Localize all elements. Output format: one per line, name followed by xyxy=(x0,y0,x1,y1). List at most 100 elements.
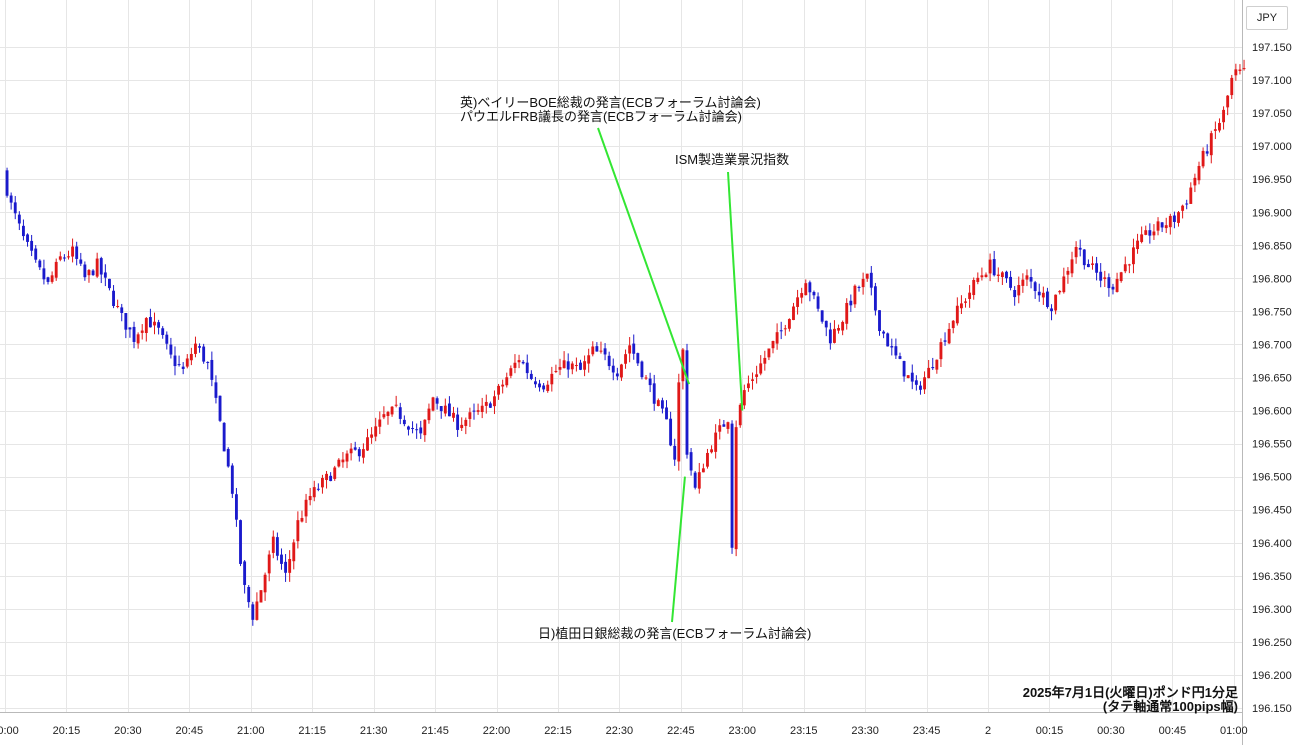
candle-up xyxy=(1213,129,1217,131)
annotation-label: ISM製造業景況指数 xyxy=(675,152,789,167)
candle-up xyxy=(1070,259,1074,274)
candle-up xyxy=(468,412,472,419)
candle-down xyxy=(542,385,546,390)
candle-down xyxy=(882,331,886,334)
candle-up xyxy=(349,448,353,454)
candle-down xyxy=(1029,277,1033,282)
candle-down xyxy=(1148,230,1152,236)
candle-up xyxy=(964,301,967,303)
candle-up xyxy=(783,328,787,330)
candle-down xyxy=(886,333,890,347)
candle-up xyxy=(587,355,591,364)
candle-up xyxy=(546,384,550,391)
candle-down xyxy=(177,364,181,366)
candle-up xyxy=(431,397,435,411)
candle-down xyxy=(275,537,279,556)
candle-up xyxy=(1062,276,1066,293)
candle-up xyxy=(50,275,54,282)
y-tick-label: 196.200 xyxy=(1252,670,1292,682)
candle-down xyxy=(165,334,169,344)
candle-down xyxy=(1086,263,1090,268)
candle-down xyxy=(914,380,918,385)
candle-up xyxy=(58,256,62,260)
candle-down xyxy=(820,310,824,322)
candle-up xyxy=(599,350,603,352)
candle-down xyxy=(611,365,615,373)
x-tick-label: 23:30 xyxy=(851,725,879,737)
candle-down xyxy=(79,259,83,264)
candle-down xyxy=(640,361,644,378)
candle-up xyxy=(312,487,316,498)
y-tick-label: 196.550 xyxy=(1252,439,1292,451)
y-tick-label: 196.800 xyxy=(1252,273,1292,285)
candle-up xyxy=(460,424,464,429)
candle-down xyxy=(816,296,820,309)
candle-down xyxy=(685,350,689,455)
candle-up xyxy=(337,459,341,467)
candle-up xyxy=(1136,240,1139,250)
candle-down xyxy=(534,381,537,385)
candle-down xyxy=(890,346,894,348)
candle-up xyxy=(370,434,374,438)
candle-down xyxy=(239,520,242,564)
candle-up xyxy=(1209,133,1213,156)
candle-up xyxy=(1189,187,1193,204)
candle-up xyxy=(853,285,857,305)
candle-up xyxy=(300,517,304,522)
candle-up xyxy=(493,396,496,407)
x-tick-label: 01:00 xyxy=(1220,725,1248,737)
candle-down xyxy=(435,398,439,404)
candle-down xyxy=(17,214,21,224)
candle-down xyxy=(660,400,664,409)
y-tick-label: 196.700 xyxy=(1252,339,1292,351)
candle-up xyxy=(476,410,480,412)
candle-down xyxy=(26,234,29,242)
x-tick-label: 21:30 xyxy=(360,725,388,737)
candle-up xyxy=(742,390,746,406)
x-tick-label: 00:45 xyxy=(1159,725,1187,737)
x-tick-label: 2 xyxy=(985,725,991,737)
candle-up xyxy=(787,319,791,329)
candle-up xyxy=(706,452,709,467)
candle-up xyxy=(755,374,759,377)
y-tick-label: 196.300 xyxy=(1252,604,1292,616)
candle-up xyxy=(1000,272,1004,278)
candle-down xyxy=(75,246,79,259)
candle-up xyxy=(1091,263,1094,265)
candle-down xyxy=(169,344,173,355)
candle-up xyxy=(591,346,595,355)
candle-up xyxy=(517,360,521,363)
candle-up xyxy=(988,259,992,274)
candle-up xyxy=(288,558,292,573)
candle-down xyxy=(1046,291,1049,307)
candle-up xyxy=(845,302,849,324)
candle-down xyxy=(173,355,177,367)
candle-down xyxy=(419,427,423,434)
candle-up xyxy=(1103,277,1107,280)
candle-down xyxy=(1107,277,1111,289)
candle-up xyxy=(1127,264,1131,266)
candle-up xyxy=(771,341,775,349)
candle-up xyxy=(656,400,660,407)
candle-up xyxy=(95,258,99,277)
candle-down xyxy=(83,264,87,278)
candle-up xyxy=(259,590,263,603)
candle-down xyxy=(148,317,152,328)
currency-badge: JPY xyxy=(1246,6,1288,30)
candle-down xyxy=(230,465,234,494)
candle-down xyxy=(566,361,570,370)
annotation-line xyxy=(671,476,686,623)
candle-up xyxy=(1119,272,1123,282)
candle-down xyxy=(280,554,283,564)
candle-up xyxy=(677,382,681,462)
candle-down xyxy=(1005,271,1008,279)
candle-up xyxy=(1132,247,1135,265)
candle-up xyxy=(1140,234,1144,242)
x-tick-label: 20:45 xyxy=(176,725,204,737)
candle-up xyxy=(644,377,648,379)
y-tick-label: 196.450 xyxy=(1252,505,1292,517)
candle-down xyxy=(472,410,476,412)
candle-up xyxy=(1115,278,1119,292)
candle-down xyxy=(30,240,34,251)
candle-down xyxy=(120,307,124,313)
